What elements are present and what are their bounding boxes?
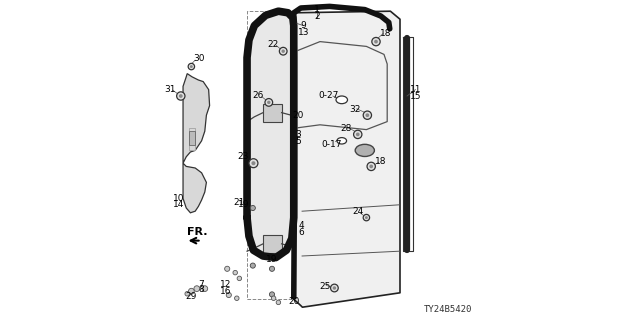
Text: FR.: FR. (186, 227, 207, 237)
Circle shape (374, 40, 378, 44)
Text: 12: 12 (220, 280, 231, 289)
Text: 26: 26 (252, 91, 263, 100)
Text: TY24B5420: TY24B5420 (424, 305, 472, 314)
Text: 23: 23 (237, 152, 248, 161)
Circle shape (265, 99, 273, 106)
Polygon shape (183, 163, 206, 213)
Text: 28: 28 (340, 124, 352, 133)
Text: 11: 11 (410, 85, 421, 94)
Circle shape (367, 162, 376, 171)
Circle shape (356, 132, 360, 136)
Text: 19: 19 (238, 200, 250, 209)
Circle shape (227, 292, 232, 298)
Polygon shape (247, 11, 294, 258)
Circle shape (364, 214, 370, 221)
Circle shape (369, 164, 373, 168)
Text: 24: 24 (353, 207, 364, 216)
Circle shape (365, 113, 369, 117)
Text: 0-27: 0-27 (319, 91, 339, 100)
Bar (263, 235, 282, 253)
Circle shape (269, 266, 275, 271)
Text: 20: 20 (288, 297, 300, 306)
Text: 25: 25 (319, 282, 330, 291)
Circle shape (333, 286, 336, 290)
Circle shape (188, 63, 195, 70)
Bar (263, 104, 282, 122)
Circle shape (365, 216, 368, 219)
Circle shape (234, 296, 239, 300)
Ellipse shape (355, 144, 374, 156)
Text: 13: 13 (298, 28, 309, 36)
Text: 3: 3 (296, 130, 301, 139)
Text: 15: 15 (410, 92, 421, 100)
Ellipse shape (336, 96, 348, 104)
Text: 20: 20 (292, 111, 303, 120)
Circle shape (282, 50, 285, 53)
Circle shape (276, 300, 280, 305)
Ellipse shape (337, 138, 347, 144)
Circle shape (189, 288, 195, 294)
Text: 18: 18 (375, 157, 387, 166)
Circle shape (177, 92, 185, 100)
Circle shape (364, 111, 372, 119)
Circle shape (353, 130, 362, 139)
Text: 29: 29 (186, 292, 197, 301)
Circle shape (250, 263, 255, 268)
Circle shape (267, 101, 271, 104)
Circle shape (190, 65, 193, 68)
Circle shape (202, 286, 207, 292)
Text: 32: 32 (349, 105, 360, 114)
Text: 18: 18 (380, 29, 391, 38)
Text: 4: 4 (299, 221, 304, 230)
Text: 10: 10 (173, 194, 184, 203)
Circle shape (233, 270, 237, 275)
Circle shape (249, 159, 258, 168)
Circle shape (250, 205, 255, 211)
Circle shape (225, 266, 230, 271)
Text: 21: 21 (234, 198, 245, 207)
Text: 6: 6 (299, 228, 304, 237)
Text: 1: 1 (314, 5, 319, 14)
Polygon shape (294, 11, 400, 307)
Circle shape (237, 276, 242, 281)
Bar (189, 131, 195, 145)
Circle shape (372, 37, 380, 46)
Circle shape (194, 286, 200, 292)
Circle shape (280, 47, 287, 55)
Text: 16: 16 (220, 287, 231, 296)
Text: 8: 8 (198, 285, 204, 294)
Text: 0-17: 0-17 (321, 140, 342, 149)
Text: 2: 2 (314, 12, 319, 20)
Polygon shape (183, 74, 210, 163)
Text: 31: 31 (164, 85, 175, 94)
Text: 7: 7 (198, 280, 204, 289)
Text: 5: 5 (296, 137, 301, 146)
Circle shape (330, 284, 338, 292)
Text: 14: 14 (173, 200, 184, 209)
Circle shape (271, 296, 276, 300)
Circle shape (179, 94, 182, 98)
Text: 30: 30 (193, 54, 205, 63)
Text: 22: 22 (267, 40, 278, 49)
Circle shape (252, 161, 255, 165)
Text: 9: 9 (301, 21, 306, 30)
Circle shape (269, 292, 275, 297)
Circle shape (185, 292, 189, 296)
Text: 19: 19 (266, 255, 277, 264)
